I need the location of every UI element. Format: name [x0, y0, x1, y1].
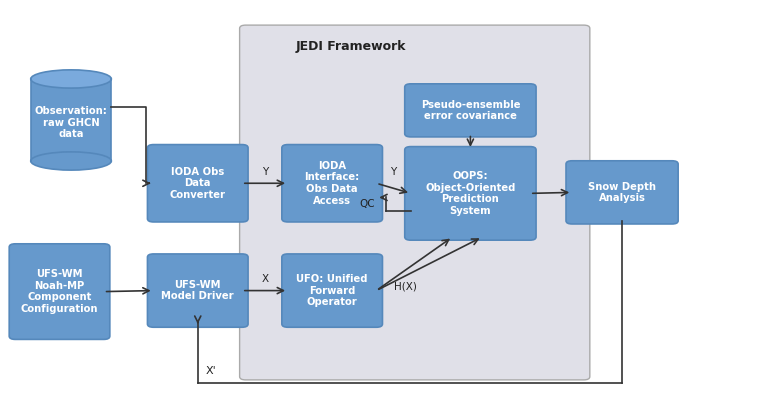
Text: OOPS:
Object-Oriented
Prediction
System: OOPS: Object-Oriented Prediction System [425, 171, 515, 216]
Text: JEDI Framework: JEDI Framework [296, 40, 406, 53]
FancyBboxPatch shape [405, 147, 536, 240]
Ellipse shape [31, 152, 111, 170]
FancyBboxPatch shape [566, 161, 678, 224]
Text: Snow Depth
Analysis: Snow Depth Analysis [588, 181, 656, 203]
Text: Y: Y [390, 167, 397, 177]
Text: UFO: Unified
Forward
Operator: UFO: Unified Forward Operator [296, 274, 368, 307]
Polygon shape [31, 79, 111, 162]
Text: H(X): H(X) [394, 281, 417, 292]
Text: UFS-WM
Noah-MP
Component
Configuration: UFS-WM Noah-MP Component Configuration [21, 269, 98, 314]
Text: X: X [261, 274, 269, 284]
Text: IODA
Interface:
Obs Data
Access: IODA Interface: Obs Data Access [305, 161, 359, 206]
Text: QC: QC [359, 199, 375, 209]
FancyBboxPatch shape [240, 25, 590, 380]
Text: UFS-WM
Model Driver: UFS-WM Model Driver [161, 280, 234, 301]
Text: Pseudo-ensemble
error covariance: Pseudo-ensemble error covariance [421, 100, 520, 121]
FancyBboxPatch shape [147, 254, 248, 327]
FancyBboxPatch shape [147, 145, 248, 222]
FancyBboxPatch shape [405, 84, 536, 137]
FancyBboxPatch shape [282, 145, 382, 222]
Text: Y: Y [262, 167, 268, 177]
Text: X': X' [205, 366, 216, 375]
Text: Observation:
raw GHCN
data: Observation: raw GHCN data [35, 106, 108, 139]
Ellipse shape [31, 70, 111, 88]
Text: IODA Obs
Data
Converter: IODA Obs Data Converter [170, 167, 226, 200]
FancyBboxPatch shape [9, 244, 110, 339]
FancyBboxPatch shape [282, 254, 382, 327]
